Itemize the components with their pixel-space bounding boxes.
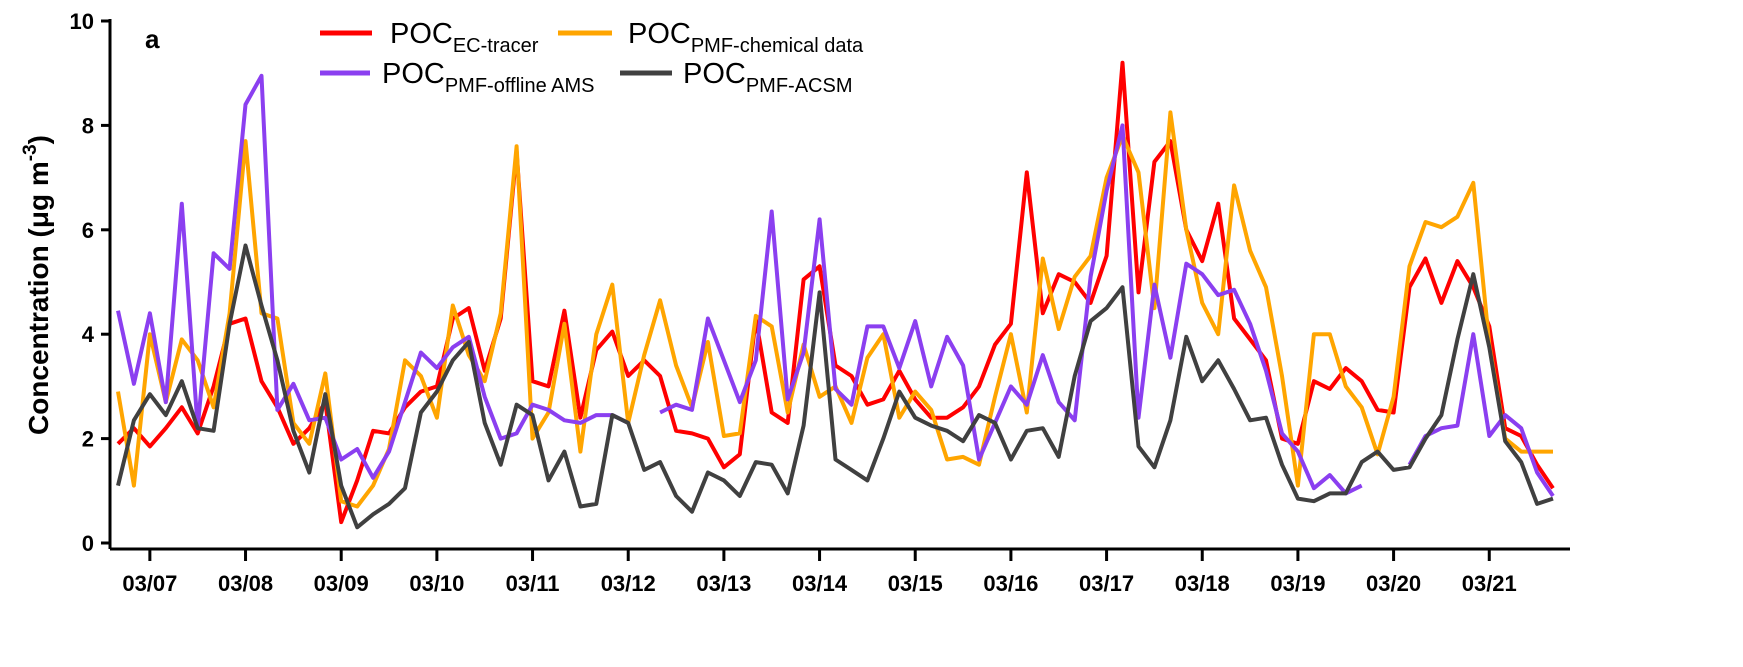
x-tick-label: 03/15: [888, 571, 943, 596]
y-tick-label: 6: [82, 218, 94, 243]
x-tick-label: 03/12: [601, 571, 656, 596]
y-tick-label: 0: [82, 531, 94, 556]
legend-label: POCPMF-chemical data: [628, 18, 864, 57]
x-tick-label: 03/10: [409, 571, 464, 596]
series-line: [116, 73, 1555, 498]
x-tick-label: 03/18: [1175, 571, 1230, 596]
legend-label: POCEC-tracer: [390, 18, 539, 57]
x-tick-label: 03/17: [1079, 571, 1134, 596]
legend-name: POC: [382, 58, 445, 90]
x-tick-label: 03/13: [696, 571, 751, 596]
x-tick-label: 03/09: [314, 571, 369, 596]
x-tick-label: 03/16: [983, 571, 1038, 596]
y-axis-label: Concentration (μg m-3): [20, 135, 54, 435]
legend-name: POC: [390, 18, 453, 50]
legend-label: POCPMF-ACSM: [683, 58, 853, 97]
x-tick-label: 03/07: [122, 571, 177, 596]
legend-name: POC: [628, 18, 691, 50]
y-tick-label: 4: [82, 322, 95, 347]
legend-name: POC: [683, 58, 746, 90]
x-tick-label: 03/14: [792, 571, 848, 596]
x-tick-label: 03/20: [1366, 571, 1421, 596]
panel-label: a: [145, 24, 160, 54]
y-tick-label: 10: [70, 9, 94, 34]
y-tick-label: 8: [82, 113, 94, 138]
legend-subscript: EC-tracer: [453, 35, 539, 57]
x-tick-label: 03/21: [1462, 571, 1517, 596]
y-tick-label: 2: [82, 427, 94, 452]
series-line: [116, 60, 1555, 525]
y-axis-label-main: Concentration (μg m: [23, 161, 54, 435]
y-axis-label-superscript: -3: [20, 144, 41, 161]
x-tick-label: 03/11: [506, 571, 560, 596]
x-tick-label: 03/19: [1270, 571, 1325, 596]
legend-subscript: PMF-chemical data: [691, 35, 864, 57]
legend-subscript: PMF-offline AMS: [445, 75, 595, 97]
y-axis-label-end: ): [23, 135, 54, 144]
legend-label: POCPMF-offline AMS: [382, 58, 595, 97]
series-line: [116, 243, 1554, 530]
x-tick-label: 03/08: [218, 571, 273, 596]
legend-subscript: PMF-ACSM: [746, 75, 853, 97]
